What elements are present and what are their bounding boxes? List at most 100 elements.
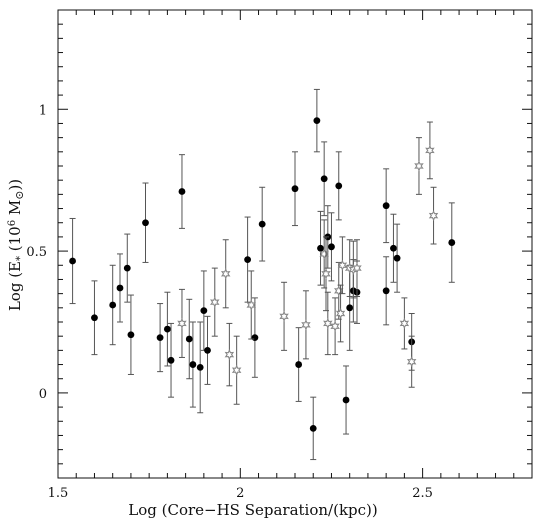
circle-marker (320, 175, 328, 183)
star-marker (224, 349, 235, 361)
circle-marker (313, 117, 321, 125)
star-data-point (224, 322, 235, 387)
circle-data-point (258, 186, 266, 262)
star-marker (335, 308, 346, 319)
circle-marker (342, 396, 350, 404)
y-tick-label: 0 (39, 387, 47, 402)
circle-data-point (123, 233, 131, 303)
star-data-point (406, 335, 417, 388)
circle-data-point (200, 270, 208, 351)
circle-marker (204, 346, 211, 354)
circle-data-point (156, 303, 164, 373)
star-marker (352, 262, 362, 274)
star-marker (210, 296, 220, 308)
circle-data-point (196, 321, 204, 414)
circle-data-point (204, 315, 211, 385)
y-tick-label: 0.5 (26, 245, 47, 260)
circle-data-point (335, 151, 343, 221)
star-marker (301, 319, 311, 331)
circle-data-point (185, 298, 193, 380)
circle-marker (317, 244, 324, 252)
circle-marker (309, 424, 317, 432)
star-marker (279, 310, 289, 322)
star-data-point (425, 121, 435, 180)
plot-frame (57, 9, 533, 479)
star-marker (321, 268, 331, 280)
star-marker (323, 317, 333, 329)
circle-marker (251, 334, 259, 341)
star-marker (330, 320, 340, 332)
y-axis-label: Log (E* (106 M⊙)) (6, 179, 26, 311)
star-data-point (220, 239, 231, 309)
circle-marker (382, 287, 390, 295)
star-data-point (330, 297, 340, 356)
circle-data-point (142, 182, 149, 263)
circle-marker (109, 301, 117, 309)
circle-data-point (178, 154, 186, 229)
circle-marker (244, 256, 252, 263)
x-tick-label: 1.5 (48, 486, 69, 501)
star-marker (414, 160, 424, 172)
star-marker (337, 259, 348, 271)
circle-data-point (342, 365, 350, 435)
circle-marker (167, 356, 175, 364)
circle-marker (91, 314, 98, 322)
circle-data-point (448, 202, 456, 283)
circle-data-point (163, 291, 171, 367)
data-points (69, 88, 456, 461)
circle-data-point (390, 213, 397, 283)
star-data-point (177, 288, 187, 358)
circle-data-point (167, 322, 175, 398)
circle-data-point (109, 264, 117, 346)
axis-ticks (57, 9, 533, 479)
star-marker (246, 299, 256, 311)
circle-data-point (91, 280, 98, 356)
x-axis-label: Log (Core−HS Separation/(kpc)) (128, 501, 378, 519)
star-data-point (337, 236, 348, 295)
circle-marker (200, 307, 208, 315)
circle-marker (335, 182, 343, 190)
circle-data-point (328, 212, 335, 282)
circle-marker (346, 304, 354, 312)
circle-marker (189, 361, 197, 368)
star-data-point (319, 219, 329, 289)
circle-data-point (189, 321, 197, 408)
star-data-point (279, 281, 289, 351)
star-data-point (399, 297, 410, 350)
circle-data-point (116, 253, 124, 323)
circle-marker (328, 243, 335, 251)
circle-marker (448, 239, 456, 246)
star-marker (406, 356, 417, 368)
y-tick-label: 1 (39, 103, 47, 118)
star-data-point (246, 270, 256, 340)
circle-data-point (244, 216, 252, 303)
circle-marker (196, 363, 204, 371)
circle-marker (127, 331, 135, 339)
circle-data-point (317, 210, 324, 286)
star-data-point (321, 236, 331, 312)
circle-marker (123, 264, 131, 272)
circle-data-point (291, 151, 299, 227)
star-marker (425, 144, 435, 156)
star-data-point (301, 290, 311, 360)
circle-data-point (251, 297, 259, 378)
star-data-point (428, 186, 439, 245)
circle-marker (185, 335, 193, 343)
circle-data-point (320, 141, 328, 217)
star-data-point (231, 335, 242, 405)
circle-data-point (382, 168, 390, 244)
circle-data-point (309, 396, 317, 461)
circle-marker (156, 334, 164, 341)
circle-data-point (382, 256, 390, 326)
star-marker (220, 268, 231, 280)
star-data-point (352, 239, 362, 297)
circle-marker (291, 185, 299, 193)
circle-data-point (127, 294, 135, 375)
star-marker (177, 317, 187, 329)
circle-data-point (313, 88, 321, 153)
circle-marker (69, 257, 76, 265)
circle-marker (178, 188, 186, 195)
circle-marker (142, 219, 149, 227)
circle-marker (163, 325, 171, 333)
